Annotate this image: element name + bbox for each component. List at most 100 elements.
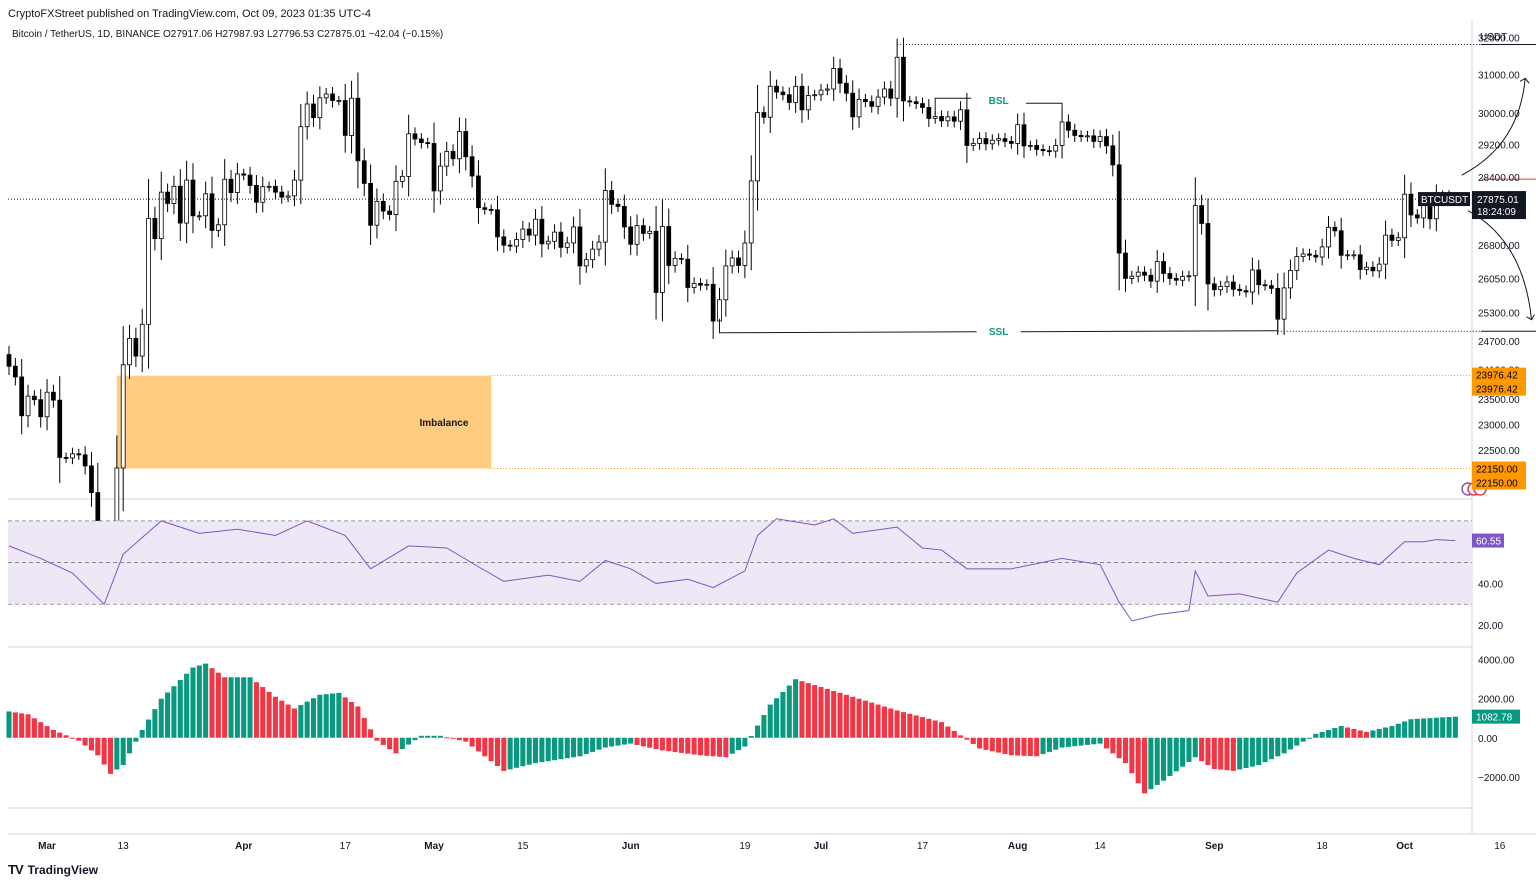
candle-body — [32, 395, 37, 401]
macd-histogram-bar — [583, 737, 589, 755]
macd-histogram-bar — [310, 698, 317, 738]
macd-histogram-bar — [647, 737, 653, 748]
price-axis-tick: 32000.00 — [1478, 33, 1520, 44]
candle-body — [850, 92, 856, 118]
candle-body — [1262, 284, 1268, 287]
candle-body — [1351, 254, 1357, 257]
macd-histogram-bar — [552, 737, 558, 761]
candle-body — [1072, 129, 1078, 136]
candle-body — [799, 85, 805, 111]
candle-body — [457, 131, 462, 160]
candle-body — [241, 173, 247, 176]
tradingview-logo-icon: TV — [8, 862, 24, 877]
macd-histogram-bar — [95, 737, 101, 756]
candle-body — [831, 68, 837, 90]
macd-histogram-bar — [970, 737, 976, 745]
macd-histogram-bar — [894, 710, 900, 738]
macd-histogram-bar — [805, 683, 811, 738]
candle-body — [171, 185, 177, 204]
candle-body — [1269, 285, 1274, 289]
candle-body — [1047, 150, 1052, 153]
candle-body — [165, 191, 170, 204]
candle-body — [660, 226, 665, 293]
macd-histogram-bar — [1116, 737, 1122, 759]
macd-histogram-bar — [1015, 737, 1021, 756]
time-axis-tick: 18 — [1317, 841, 1329, 852]
candle-body — [780, 91, 786, 96]
macd-histogram-bar — [761, 715, 767, 738]
macd-histogram-bar — [304, 701, 310, 738]
tradingview-brand[interactable]: TV TradingView — [8, 862, 98, 877]
candle-body — [621, 206, 627, 228]
macd-histogram-bar — [742, 737, 748, 747]
macd-histogram-bar — [1078, 737, 1084, 746]
macd-histogram-bar — [1186, 737, 1192, 762]
candle-body — [1332, 226, 1338, 232]
candle-body — [666, 226, 672, 266]
candle-body — [139, 323, 145, 357]
macd-histogram-bar — [1021, 737, 1027, 756]
macd-histogram-bar — [368, 729, 374, 738]
price-axis-tick: 26050.00 — [1478, 274, 1520, 285]
candle-body — [1326, 226, 1331, 248]
macd-histogram-bar — [634, 737, 640, 745]
imbalance-top-tag: 23976.42 — [1476, 371, 1518, 382]
macd-histogram-bar — [431, 735, 437, 738]
candle-body — [717, 299, 722, 322]
candle-body — [647, 230, 653, 234]
candle-body — [1205, 223, 1211, 285]
macd-histogram-bar — [1084, 737, 1090, 745]
macd-histogram-bar — [196, 665, 202, 738]
candle-body — [431, 143, 437, 192]
rsi-line — [8, 518, 1456, 622]
macd-histogram-bar — [1046, 737, 1052, 752]
candle-body — [152, 217, 158, 240]
bsl-label: BSL — [989, 96, 1009, 107]
macd-histogram-bar — [241, 677, 247, 738]
candle-body — [545, 240, 551, 245]
candle-body — [1345, 254, 1350, 257]
candle-body — [977, 138, 982, 144]
macd-histogram-bar — [329, 693, 336, 738]
macd-histogram-bar — [1141, 737, 1148, 794]
macd-histogram-bar — [114, 737, 120, 770]
price-axis-tick: 30000.00 — [1478, 109, 1520, 120]
candle-body — [260, 186, 266, 203]
candle-body — [564, 242, 570, 248]
candle-body — [577, 226, 583, 267]
candle-body — [1414, 214, 1420, 219]
candle-body — [793, 85, 798, 103]
macd-histogram-bar — [526, 737, 532, 765]
macd-histogram-bar — [875, 704, 881, 738]
macd-histogram-bar — [1433, 717, 1439, 738]
macd-histogram-bar — [82, 737, 88, 746]
price-axis-tick: 23000.00 — [1478, 420, 1520, 431]
macd-histogram-bar — [209, 668, 215, 738]
publisher-line: CryptoFXStreet published on TradingView.… — [8, 8, 371, 20]
candle-body — [1364, 266, 1369, 270]
candle-body — [1021, 124, 1027, 147]
countdown-value: 18:24:09 — [1477, 207, 1516, 218]
time-axis-tick: Oct — [1396, 841, 1413, 852]
macd-histogram-bar — [152, 709, 158, 738]
symbol-tag: BTCUSDT — [1421, 195, 1468, 206]
candle-body — [1059, 121, 1065, 146]
candle-body — [1015, 124, 1021, 144]
macd-histogram-bar — [869, 702, 875, 738]
macd-histogram-bar — [507, 737, 513, 770]
macd-histogram-bar — [513, 737, 520, 768]
macd-histogram-bar — [1256, 737, 1262, 766]
candle-body — [1281, 287, 1287, 320]
macd-histogram-bar — [1376, 728, 1382, 738]
macd-histogram-bar — [1148, 737, 1154, 790]
time-axis-tick: Mar — [38, 841, 56, 852]
ssl-line-left — [719, 318, 977, 334]
macd-histogram-bar — [222, 677, 228, 738]
candle-body — [602, 190, 608, 243]
imbalance-top-tag-bg — [1472, 367, 1526, 382]
macd-histogram-bar — [38, 722, 44, 738]
macd-histogram-bar — [1319, 731, 1325, 738]
macd-histogram-bar — [735, 737, 742, 751]
macd-histogram-bar — [1059, 737, 1065, 748]
